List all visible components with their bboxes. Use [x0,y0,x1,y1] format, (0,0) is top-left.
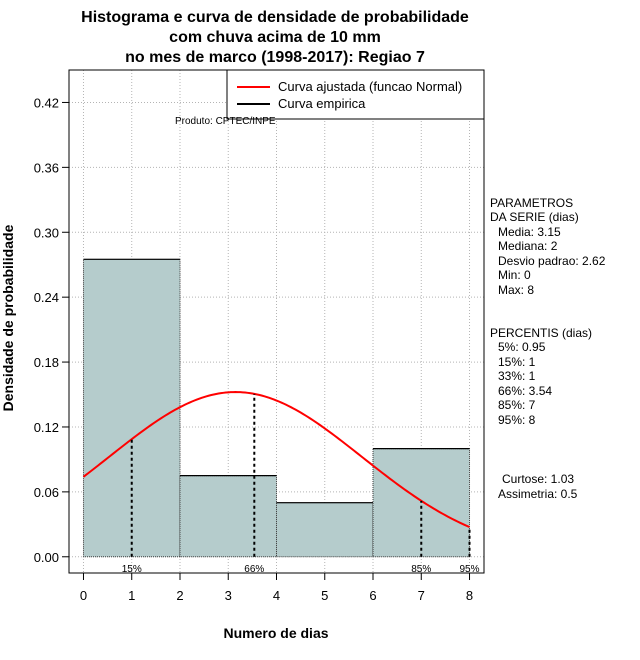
param-stddev: Desvio padrao: 2.62 [498,254,606,268]
x-tick-label-1: 1 [128,588,135,603]
params-heading-1: PARAMETROS [490,196,573,210]
param-max: Max: 8 [498,283,534,297]
y-tick-label-5: 0.30 [34,225,59,240]
y-tick-label-1: 0.06 [34,485,59,500]
x-tick-label-2: 2 [176,588,183,603]
x-tick-label-7: 7 [418,588,425,603]
x-axis-label: Numero de dias [223,625,328,641]
parameters-panel: PARAMETROS DA SERIE (dias) Media: 3.15 M… [490,196,606,297]
percentile-33: 33%: 1 [498,369,536,383]
param-median: Mediana: 2 [498,239,558,253]
percentile-markers: 15% 66% 85% 95% [122,393,480,575]
percentile-label-3: 95% [460,564,480,575]
x-tick-label-3: 3 [225,588,232,603]
y-tick-label-4: 0.24 [34,290,59,305]
axes: 0 1 2 3 4 5 6 7 8 0.00 0.06 0.12 0.18 0.24 0.30 0.36 0.4… [34,95,473,603]
x-tick-label-8: 8 [466,588,473,603]
percentile-66: 66%: 3.54 [498,384,552,398]
x-tick-label-4: 4 [273,588,280,603]
params-heading-2: DA SERIE (dias) [490,210,579,224]
title-line-2: com chuva acima de 10 mm [169,29,381,46]
legend-box [226,69,485,120]
percentiles-heading: PERCENTIS (dias) [490,326,592,340]
y-tick-label-0: 0.00 [34,550,59,565]
stat-kurtosis: Curtose: 1.03 [502,472,574,486]
y-tick-label-6: 0.36 [34,160,59,175]
y-tick-label-3: 0.18 [34,355,59,370]
param-min: Min: 0 [498,268,531,282]
legend: Curva ajustada (funcao Normal) Curva emp… [226,69,485,120]
histogram-bar-1 [179,475,277,558]
x-tick-label-5: 5 [321,588,328,603]
legend-label-empirical: Curva empirica [278,96,366,111]
param-mean: Media: 3.15 [498,225,561,239]
percentile-5: 5%: 0.95 [498,340,546,354]
percentile-label-1: 66% [244,564,264,575]
title-line-3: no mes de marco (1998-2017): Regiao 7 [125,49,425,66]
y-axis-label: Densidade de probabilidade [0,224,16,411]
histogram-bars [82,258,471,558]
fitted-normal-curve-line [82,391,470,528]
y-tick-label-2: 0.12 [34,420,59,435]
title-line-1: Histograma e curva de densidade de proba… [81,9,469,26]
stat-skewness: Assimetria: 0.5 [498,487,578,501]
histogram-bar-2 [276,502,374,558]
percentile-95: 95%: 8 [498,413,536,427]
chart-title: Histograma e curva de densidade de proba… [81,9,469,66]
y-tick-label-7: 0.42 [34,95,59,110]
percentile-85: 85%: 7 [498,398,536,412]
percentile-15: 15%: 1 [498,355,536,369]
percentiles-panel: PERCENTIS (dias) 5%: 0.95 15%: 1 33%: 1 … [490,326,592,427]
percentile-label-0: 15% [122,564,142,575]
x-tick-label-6: 6 [369,588,376,603]
normal-curve [82,391,470,528]
shape-stats-panel: Curtose: 1.03 Assimetria: 0.5 [498,472,578,501]
legend-label-fitted: Curva ajustada (funcao Normal) [278,79,462,94]
product-label: Produto: CPTEC/INPE [175,116,276,127]
x-tick-label-0: 0 [80,588,87,603]
percentile-label-2: 85% [411,564,431,575]
